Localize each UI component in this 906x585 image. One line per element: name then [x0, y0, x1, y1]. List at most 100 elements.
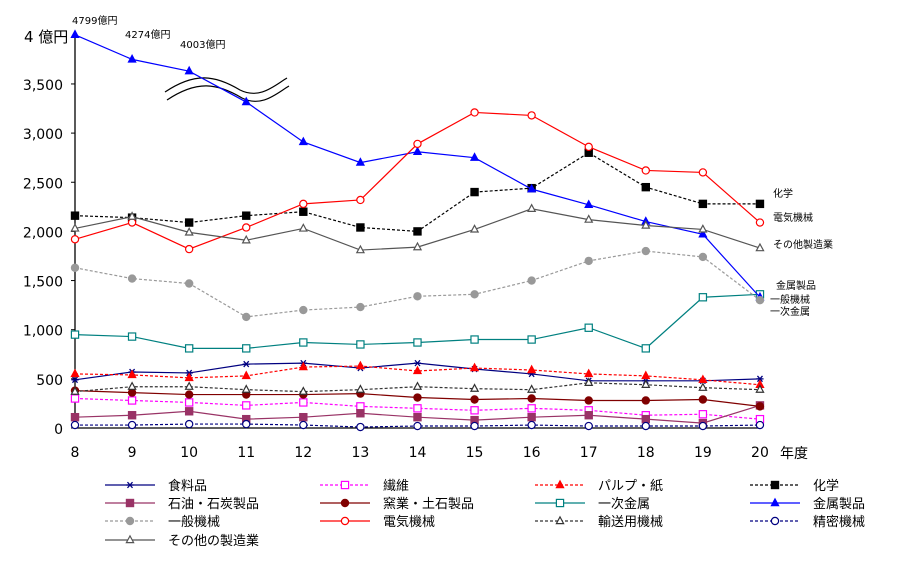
y-top-label: 4 億円	[24, 28, 68, 46]
legend-label: 輸送用機械	[598, 515, 663, 530]
legend-marker	[125, 534, 135, 544]
data-point	[641, 220, 651, 229]
legend-item: 繊維	[320, 478, 409, 494]
legend-label: その他の製造業	[168, 533, 259, 549]
data-point	[641, 396, 651, 405]
data-point	[298, 136, 308, 146]
data-point	[356, 409, 365, 418]
x-tick-label: 15	[466, 445, 484, 461]
data-point	[71, 376, 79, 384]
data-point	[242, 401, 251, 410]
data-point	[755, 296, 765, 305]
data-point	[412, 241, 423, 251]
legend-marker	[770, 516, 780, 526]
legend-label: 繊維	[383, 478, 409, 494]
legend-item: 食料品	[105, 478, 207, 494]
data-point	[412, 146, 423, 155]
data-point	[698, 199, 708, 209]
legend-item: 石油・石炭製品	[105, 497, 259, 512]
series-line	[74, 250, 761, 318]
data-point	[242, 419, 251, 429]
data-point	[698, 168, 708, 177]
data-point	[242, 312, 251, 322]
legend-item: その他の製造業	[105, 533, 259, 549]
data-point	[241, 96, 251, 106]
data-point	[412, 381, 423, 390]
legend-marker	[555, 515, 565, 525]
data-point	[127, 381, 137, 390]
x-tick-label: 20	[751, 445, 769, 461]
series-end-label: 電気機械	[773, 211, 813, 224]
data-point	[127, 332, 137, 341]
y-tick-label: 2,500	[23, 176, 63, 192]
data-point	[242, 223, 251, 232]
data-point	[470, 187, 479, 197]
data-point	[584, 377, 594, 386]
legend-label: 電気機械	[383, 514, 435, 530]
data-point	[755, 420, 765, 430]
series-8	[70, 246, 765, 322]
data-point	[641, 379, 651, 388]
legend-marker	[555, 479, 565, 489]
data-point	[241, 234, 251, 244]
data-point	[242, 211, 251, 220]
legend-label: パルプ・紙	[598, 479, 663, 494]
data-point	[127, 218, 137, 227]
data-point	[413, 227, 422, 236]
y-tick-label: 0	[54, 422, 63, 438]
x-tick-label: 8	[71, 445, 80, 461]
legend-item: 一次金属	[535, 496, 650, 512]
data-point	[70, 412, 80, 422]
series-9	[70, 108, 765, 254]
data-point	[413, 404, 422, 413]
data-point	[184, 218, 194, 227]
data-point	[242, 360, 250, 368]
data-point	[470, 335, 479, 344]
data-point	[298, 361, 308, 371]
x-tick-label: 12	[294, 445, 312, 461]
y-tick-label: 1,500	[23, 275, 63, 291]
data-point	[469, 383, 480, 392]
data-point	[412, 365, 423, 375]
x-tick-label: 14	[409, 445, 427, 461]
data-point	[584, 323, 593, 332]
legend-marker	[340, 516, 350, 526]
data-point	[127, 369, 137, 379]
data-point	[184, 244, 194, 254]
data-point	[127, 420, 137, 430]
data-point	[356, 223, 365, 232]
legend-label: 一次金属	[598, 496, 650, 512]
value-annotation: 4003億円	[180, 38, 225, 51]
data-point	[299, 398, 308, 407]
legend-item: 輸送用機械	[535, 515, 663, 530]
axes: 0 500 1,000 1,500 2,000 2,500 3,000 3,500 4 億円 8 9…	[23, 28, 808, 462]
data-point	[584, 256, 593, 266]
legend-marker	[340, 498, 350, 508]
data-point	[584, 199, 594, 209]
data-point	[356, 402, 365, 411]
data-point	[355, 384, 366, 393]
series-4	[70, 401, 765, 428]
data-point	[527, 335, 536, 344]
x-tick-label: 17	[580, 445, 598, 461]
x-tick-label: 10	[180, 445, 198, 461]
data-point	[698, 382, 708, 391]
axis-break-line	[166, 85, 290, 102]
legend-label: 窯業・土石製品	[383, 496, 474, 512]
data-point	[527, 384, 537, 393]
y-tick-label: 3,500	[23, 78, 63, 94]
x-tick-label: 16	[523, 445, 541, 461]
data-point	[299, 207, 308, 216]
data-point	[184, 344, 194, 353]
data-point	[355, 157, 366, 166]
series-11	[70, 419, 765, 432]
data-point	[470, 395, 479, 404]
data-point	[527, 183, 537, 193]
data-point	[584, 411, 593, 420]
data-point	[70, 368, 80, 378]
data-point	[584, 421, 593, 431]
data-point	[413, 338, 422, 347]
value-annotation: 4799億円	[72, 14, 117, 27]
series-3	[70, 148, 765, 236]
